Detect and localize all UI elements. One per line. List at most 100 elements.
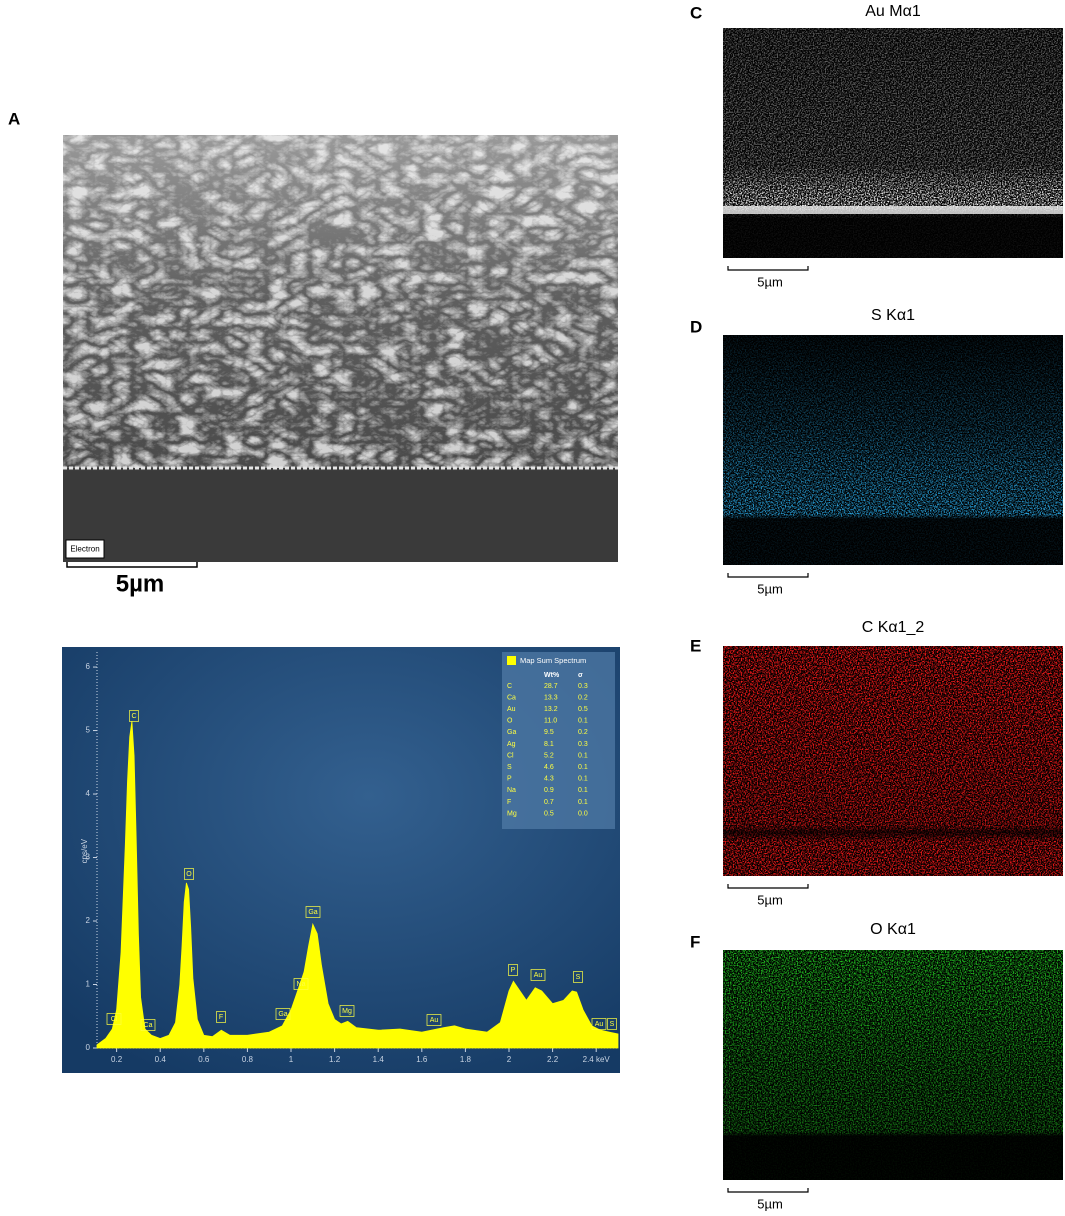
map-title: Au Mα1: [865, 3, 921, 20]
table-cell: Na: [507, 787, 516, 794]
peak-label-box: [184, 868, 194, 880]
table-cell: 4.3: [544, 776, 554, 783]
peak-label-box: [573, 971, 583, 983]
table-cell: 0.2: [578, 729, 588, 736]
x-tick-label: 1: [289, 1055, 294, 1064]
map-signal: [723, 28, 1063, 258]
peak-label-box: [140, 1019, 156, 1031]
y-tick-label: 1: [86, 980, 91, 989]
peak-label-box: [129, 710, 139, 722]
table-cell: 0.5: [544, 810, 554, 817]
panel-letter: E: [690, 636, 701, 655]
scale-bar: [727, 884, 809, 889]
table-cell: 0.3: [578, 683, 588, 690]
x-tick-label: 1.2: [329, 1055, 341, 1064]
peak-label: F: [219, 1014, 223, 1021]
peak-label: Au: [595, 1021, 604, 1028]
table-cell: 0.7: [544, 799, 554, 806]
x-tick-label: 1.4: [373, 1055, 385, 1064]
x-tick-label: 0.8: [242, 1055, 254, 1064]
peak-label-box: [591, 1018, 607, 1030]
x-tick-label: 0.2: [111, 1055, 123, 1064]
peak-label: Mg: [342, 1008, 352, 1015]
peak-label: S: [576, 974, 581, 981]
table-cell: 0.1: [578, 718, 588, 725]
table-cell: Ca: [507, 694, 516, 701]
scale-bar-label: 5µm: [757, 274, 783, 289]
table-cell: F: [507, 799, 511, 806]
scale-bar-label: 5µm: [757, 581, 783, 596]
table-cell: 0.9: [544, 787, 554, 794]
table-cell: Au: [507, 706, 516, 713]
y-tick-label: 6: [86, 662, 91, 671]
scale-bar-label: 5µm: [757, 1196, 783, 1211]
x-tick-label: 2.4 keV: [583, 1055, 611, 1064]
peak-label-box: [305, 906, 321, 918]
x-tick-label: 0.4: [155, 1055, 167, 1064]
y-tick-label: 4: [86, 789, 91, 798]
map-title: C Kα1_2: [862, 619, 925, 636]
panel-letter: F: [690, 932, 700, 951]
peak-label: S: [610, 1021, 615, 1028]
table-cell: Cl: [507, 752, 514, 759]
panel-letter: D: [690, 317, 702, 336]
table-header: σ: [578, 672, 583, 679]
peak-label: Au: [430, 1017, 439, 1024]
element-maps: C Au Mα1 5µm D S Kα1 5µm E C Kα1_2 5µm F O Kα1 5µm: [690, 3, 1063, 1211]
table-cell: 0.5: [578, 706, 588, 713]
scale-bar-label: 5µm: [757, 892, 783, 907]
peak-label: Na: [297, 981, 306, 988]
peak-label: Au: [534, 972, 543, 979]
sem-substrate: [63, 471, 618, 562]
peak-label: P: [511, 967, 516, 974]
scale-bar: [727, 1188, 809, 1193]
x-tick-label: 2: [507, 1055, 512, 1064]
x-tick-label: 2.2: [547, 1055, 559, 1064]
table-cell: 0.1: [578, 752, 588, 759]
x-tick-label: 0.6: [198, 1055, 210, 1064]
peak-label-box: [275, 1008, 291, 1020]
peak-label: Ga: [278, 1011, 287, 1018]
legend-box: [502, 652, 615, 829]
scale-bar: [66, 562, 198, 568]
map-signal: [723, 335, 1063, 565]
detector-box: [65, 539, 105, 559]
peak-label-box: [106, 1013, 122, 1025]
peak-label-box: [607, 1018, 617, 1030]
map-title: O Kα1: [870, 921, 916, 938]
table-cell: P: [507, 776, 512, 783]
table-cell: 8.1: [544, 741, 554, 748]
peak-label-box: [426, 1014, 442, 1026]
table-cell: 0.1: [578, 799, 588, 806]
peak-label: Cl: [111, 1016, 118, 1023]
table-cell: C: [507, 683, 512, 690]
peak-label: C: [131, 713, 136, 720]
table-cell: 0.1: [578, 764, 588, 771]
table-cell: 13.2: [544, 706, 558, 713]
table-header: Wt%: [544, 672, 560, 679]
table-cell: 4.6: [544, 764, 554, 771]
detector-label: Electron: [70, 545, 99, 554]
y-tick-label: 3: [86, 853, 91, 862]
table-cell: 13.3: [544, 694, 558, 701]
panel-letter: A: [8, 109, 20, 128]
table-cell: Ag: [507, 741, 516, 748]
y-tick-label: 5: [86, 726, 91, 735]
peak-label: O: [186, 871, 192, 878]
peak-label-box: [508, 964, 518, 976]
peak-label-box: [216, 1011, 226, 1023]
table-cell: 0.3: [578, 741, 588, 748]
peak-label-box: [339, 1005, 355, 1017]
x-tick-label: 1.6: [416, 1055, 428, 1064]
table-cell: 5.2: [544, 752, 554, 759]
map-title: S Kα1: [871, 307, 915, 324]
spectrum: 0 1 2 3 4 5 6 0.2 0.4 0.6 0.8 1 1.2 1.4 1.6 1.8 2 2.2 2.4 …: [80, 652, 619, 1064]
table-cell: O: [507, 718, 513, 725]
y-axis-label: cps/eV: [80, 838, 89, 863]
y-tick-label: 0: [86, 1043, 91, 1052]
scale-bar: [727, 573, 809, 578]
peak-label: Ga: [308, 909, 317, 916]
x-tick-label: 1.8: [460, 1055, 472, 1064]
table-cell: 28.7: [544, 683, 558, 690]
